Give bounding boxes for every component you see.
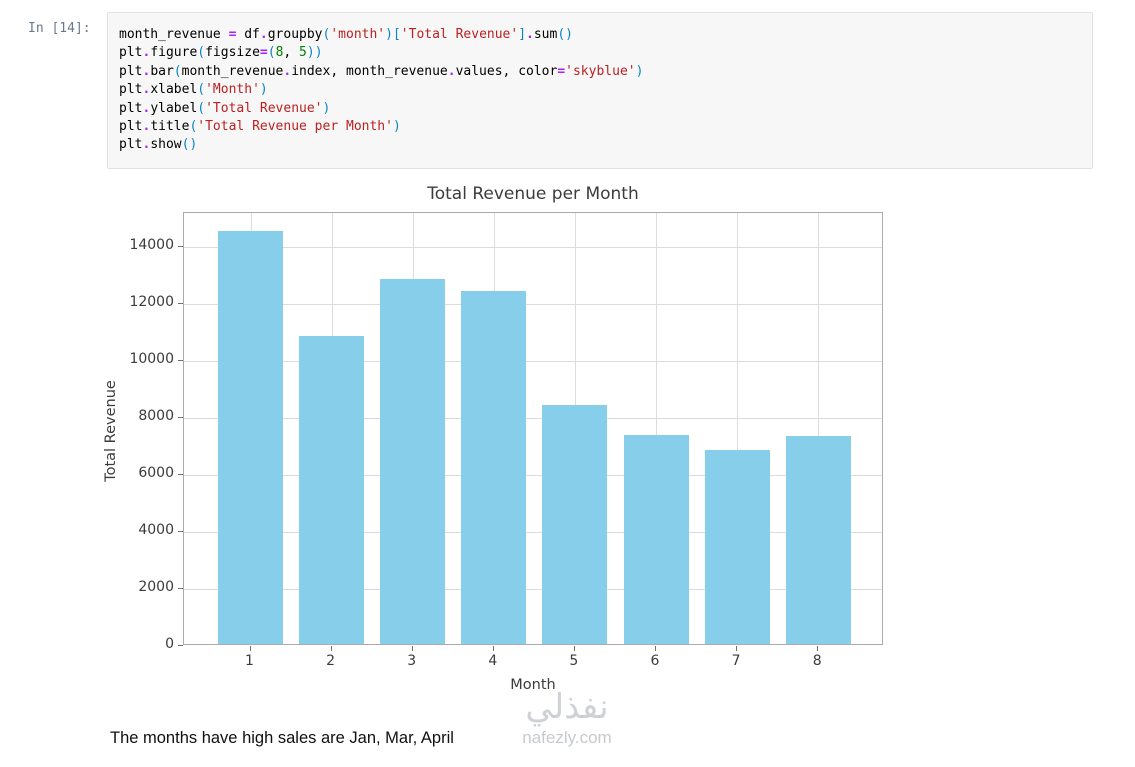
revenue-bar (705, 450, 770, 644)
revenue-bar (380, 279, 445, 644)
code-line: plt.figure(figsize=(8, 5)) (119, 45, 323, 61)
y-axis-label: Total Revenue (103, 380, 119, 482)
v-gridline (656, 213, 657, 644)
x-axis-label: Month (510, 677, 556, 693)
y-tick-mark (178, 474, 183, 475)
bar-chart-output: Total Revenue per Month Month Total Reve… (100, 183, 900, 703)
y-tick-mark (178, 360, 183, 361)
chart-title: Total Revenue per Month (427, 184, 639, 204)
y-tick-label: 4000 (138, 522, 174, 538)
code-line: plt.bar(month_revenue.index, month_reven… (119, 63, 644, 79)
y-tick-mark (178, 588, 183, 589)
y-tick-label: 6000 (138, 465, 174, 481)
h-gridline (184, 304, 882, 305)
watermark-domain-text: nafezly.com (522, 728, 612, 747)
x-tick-label: 2 (326, 653, 336, 669)
y-tick-mark (178, 531, 183, 532)
x-tick-mark (736, 646, 737, 651)
revenue-bar (786, 436, 851, 644)
revenue-bar (218, 231, 283, 644)
y-tick-mark (178, 645, 183, 646)
v-gridline (818, 213, 819, 644)
x-tick-label: 7 (731, 653, 741, 669)
x-tick-mark (574, 646, 575, 651)
y-tick-label: 10000 (129, 351, 174, 367)
y-tick-label: 0 (165, 636, 174, 652)
h-gridline (184, 475, 882, 476)
y-tick-mark (178, 246, 183, 247)
x-tick-mark (331, 646, 332, 651)
x-tick-label: 5 (569, 653, 579, 669)
x-tick-mark (412, 646, 413, 651)
y-tick-mark (178, 303, 183, 304)
code-cell[interactable]: month_revenue = df.groupby('month')['Tot… (107, 12, 1093, 169)
code-editor: month_revenue = df.groupby('month')['Tot… (108, 13, 1092, 168)
code-line: month_revenue = df.groupby('month')['Tot… (119, 27, 573, 42)
h-gridline (184, 532, 882, 533)
h-gridline (184, 247, 882, 248)
y-tick-label: 8000 (138, 408, 174, 424)
analysis-text: The months have high sales are Jan, Mar,… (110, 729, 454, 747)
x-tick-label: 4 (488, 653, 498, 669)
y-tick-label: 12000 (129, 294, 174, 310)
plot-area (183, 212, 883, 645)
revenue-bar (624, 435, 689, 644)
code-line: plt.ylabel('Total Revenue') (119, 100, 331, 116)
code-line: plt.title('Total Revenue per Month') (119, 119, 401, 135)
y-tick-label: 2000 (138, 579, 174, 595)
h-gridline (184, 361, 882, 362)
v-gridline (737, 213, 738, 644)
revenue-bar (299, 336, 364, 644)
x-tick-mark (493, 646, 494, 651)
code-line: plt.xlabel('Month') (119, 82, 268, 98)
x-tick-mark (250, 646, 251, 651)
x-tick-mark (655, 646, 656, 651)
h-gridline (184, 589, 882, 590)
x-tick-label: 8 (812, 653, 822, 669)
x-tick-label: 3 (407, 653, 417, 669)
x-tick-mark (817, 646, 818, 651)
x-tick-label: 1 (245, 653, 254, 669)
y-tick-label: 14000 (129, 237, 174, 253)
revenue-bar (542, 405, 607, 644)
y-tick-mark (178, 417, 183, 418)
revenue-bar (461, 291, 526, 644)
h-gridline (184, 418, 882, 419)
cell-execution-prompt: In [14]: (28, 21, 91, 36)
code-line: plt.show() (119, 137, 198, 153)
x-tick-label: 6 (650, 653, 660, 669)
